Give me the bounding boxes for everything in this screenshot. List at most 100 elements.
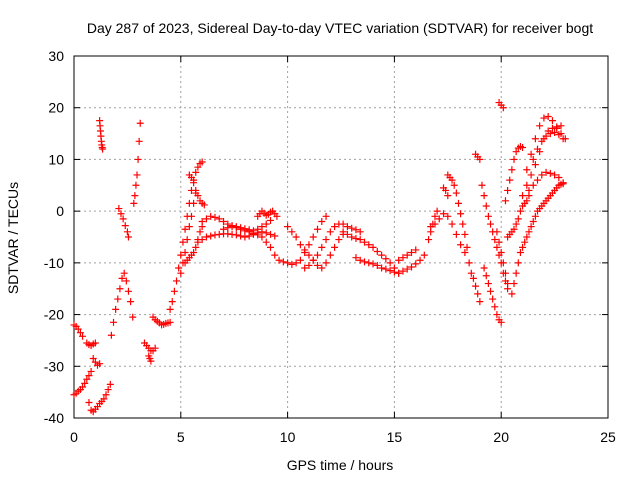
data-point — [102, 391, 110, 399]
data-series-arc35 — [495, 99, 507, 112]
data-point — [202, 215, 210, 223]
data-point — [553, 124, 561, 132]
data-point — [85, 398, 93, 406]
data-point — [91, 339, 99, 347]
data-point — [519, 243, 527, 251]
data-point — [110, 318, 118, 326]
data-point — [177, 251, 185, 259]
data-point — [121, 222, 129, 230]
y-tick-label: -30 — [44, 358, 64, 374]
data-series-arc28 — [427, 210, 469, 257]
data-point — [187, 212, 195, 220]
data-point — [373, 247, 381, 255]
data-point — [228, 223, 236, 231]
data-point — [194, 192, 202, 200]
data-point — [254, 231, 262, 239]
data-point — [288, 228, 296, 236]
data-point — [510, 280, 518, 288]
data-points — [70, 99, 569, 416]
data-point — [382, 255, 390, 263]
data-point — [192, 243, 200, 251]
data-point — [506, 176, 514, 184]
data-series-arc30 — [440, 184, 452, 200]
data-point — [482, 202, 490, 210]
data-point — [523, 233, 531, 241]
data-point — [220, 225, 228, 233]
data-point — [288, 260, 296, 268]
data-point — [241, 227, 249, 235]
data-point — [232, 224, 240, 232]
data-point — [96, 360, 104, 368]
data-point — [516, 249, 524, 257]
data-point — [382, 265, 390, 273]
data-point — [531, 135, 539, 143]
data-series-arc11 — [145, 352, 155, 365]
data-point — [478, 181, 486, 189]
data-point — [465, 259, 473, 267]
data-point — [273, 212, 281, 220]
data-series-arc12 — [149, 313, 174, 329]
data-point — [457, 241, 465, 249]
data-point — [399, 254, 407, 262]
data-point — [81, 379, 89, 387]
data-point — [175, 264, 183, 272]
data-point — [491, 303, 499, 311]
data-series-arc05 — [85, 380, 114, 416]
data-point — [352, 254, 360, 262]
data-point — [512, 220, 520, 228]
data-point — [267, 230, 275, 238]
data-point — [267, 216, 275, 224]
data-point — [326, 228, 334, 236]
data-point — [271, 251, 279, 259]
data-point — [168, 298, 176, 306]
data-point — [360, 258, 368, 266]
data-point — [348, 233, 356, 241]
y-tick-label: 20 — [48, 100, 64, 116]
data-point — [89, 355, 97, 363]
y-tick-label: -20 — [44, 307, 64, 323]
data-point — [99, 145, 107, 153]
data-point — [454, 199, 462, 207]
data-point — [542, 168, 550, 176]
data-point — [166, 318, 174, 326]
data-point — [107, 331, 115, 339]
data-series-arc29 — [444, 171, 473, 267]
data-point — [258, 233, 266, 241]
data-point — [151, 344, 159, 352]
data-point — [474, 290, 482, 298]
data-point — [314, 225, 322, 233]
data-point — [74, 325, 82, 333]
data-series-arc04 — [89, 355, 104, 369]
data-point — [551, 171, 559, 179]
data-point — [487, 220, 495, 228]
data-point — [173, 277, 181, 285]
data-point — [546, 130, 554, 138]
data-point — [124, 287, 132, 295]
data-point — [525, 228, 533, 236]
data-point — [131, 192, 139, 200]
data-point — [431, 212, 439, 220]
data-point — [448, 176, 456, 184]
data-series-arc36 — [493, 228, 512, 288]
data-point — [555, 174, 563, 182]
data-point — [435, 215, 443, 223]
data-point — [190, 199, 198, 207]
data-series-arc25 — [352, 251, 428, 277]
data-point — [484, 212, 492, 220]
data-point — [187, 174, 195, 182]
data-series-arc27 — [425, 207, 441, 244]
data-point — [318, 243, 326, 251]
data-point — [192, 168, 200, 176]
data-series-arc07 — [107, 269, 137, 339]
y-axis-label: SDTVAR / TECUs — [5, 182, 21, 294]
data-point — [459, 220, 467, 228]
x-tick-label: 5 — [177, 429, 185, 445]
data-point — [480, 264, 488, 272]
data-point — [314, 251, 322, 259]
data-point — [523, 166, 531, 174]
data-point — [395, 269, 403, 277]
data-point — [557, 122, 565, 130]
data-point — [538, 171, 546, 179]
data-point — [262, 238, 270, 246]
data-point — [504, 186, 512, 194]
